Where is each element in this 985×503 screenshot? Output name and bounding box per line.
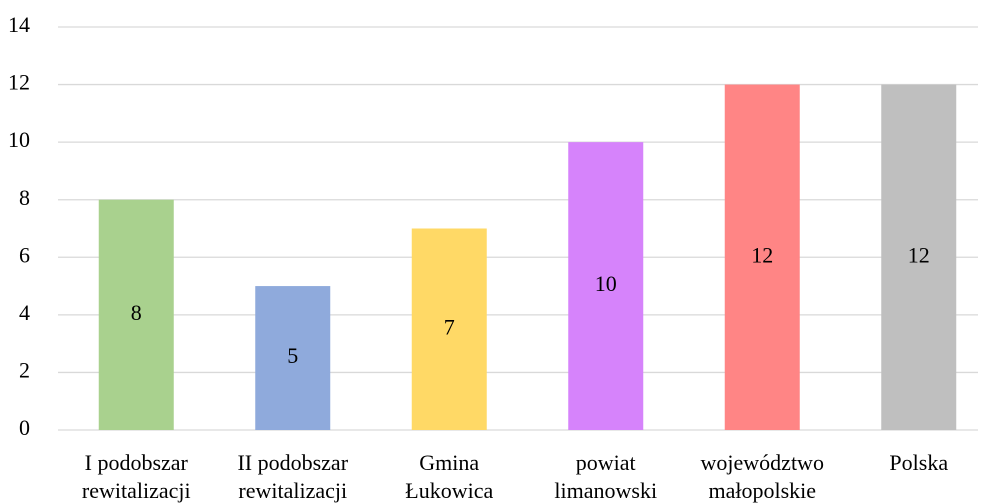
bar [255,286,331,430]
x-tick-label: rewitalizacji [238,478,347,503]
y-tick-label: 2 [19,357,30,382]
y-tick-label: 14 [8,12,30,37]
data-label: 12 [908,242,930,267]
bar [881,84,957,431]
data-label: 5 [287,343,298,368]
y-tick-label: 12 [8,70,30,95]
x-tick-label: II podobszar [237,450,348,475]
y-tick-label: 10 [8,127,30,152]
x-tick-label: rewitalizacji [82,478,191,503]
x-tick-label: województwo [701,450,824,475]
bar [98,199,174,430]
data-label: 8 [131,300,142,325]
y-tick-label: 0 [19,415,30,440]
y-tick-label: 4 [19,300,30,325]
data-label: 7 [444,314,455,339]
x-tick-label: Łukowica [405,478,493,503]
bar [411,228,487,430]
y-tick-label: 8 [19,185,30,210]
x-tick-label: I podobszar [85,450,189,475]
bar [724,84,800,431]
bar [568,142,644,430]
data-label: 10 [595,271,617,296]
x-tick-label: Gmina [419,450,479,475]
x-tick-label: powiat [576,450,636,475]
x-tick-label: limanowski [554,478,657,503]
y-tick-label: 6 [19,242,30,267]
data-label: 12 [751,242,773,267]
x-tick-label: małopolskie [708,478,816,503]
x-tick-label: Polska [889,450,948,475]
